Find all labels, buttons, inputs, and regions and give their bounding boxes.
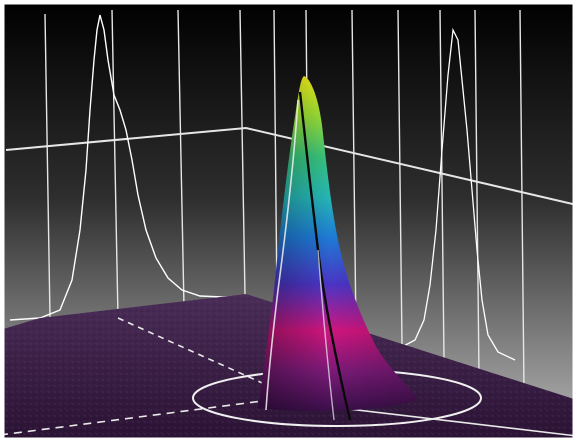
beam-peak <box>258 76 418 421</box>
left-profile-curve <box>9 14 246 321</box>
wall-edges <box>5 126 577 206</box>
right-profile-curve <box>399 27 516 361</box>
wall-grid-lines <box>44 9 525 391</box>
